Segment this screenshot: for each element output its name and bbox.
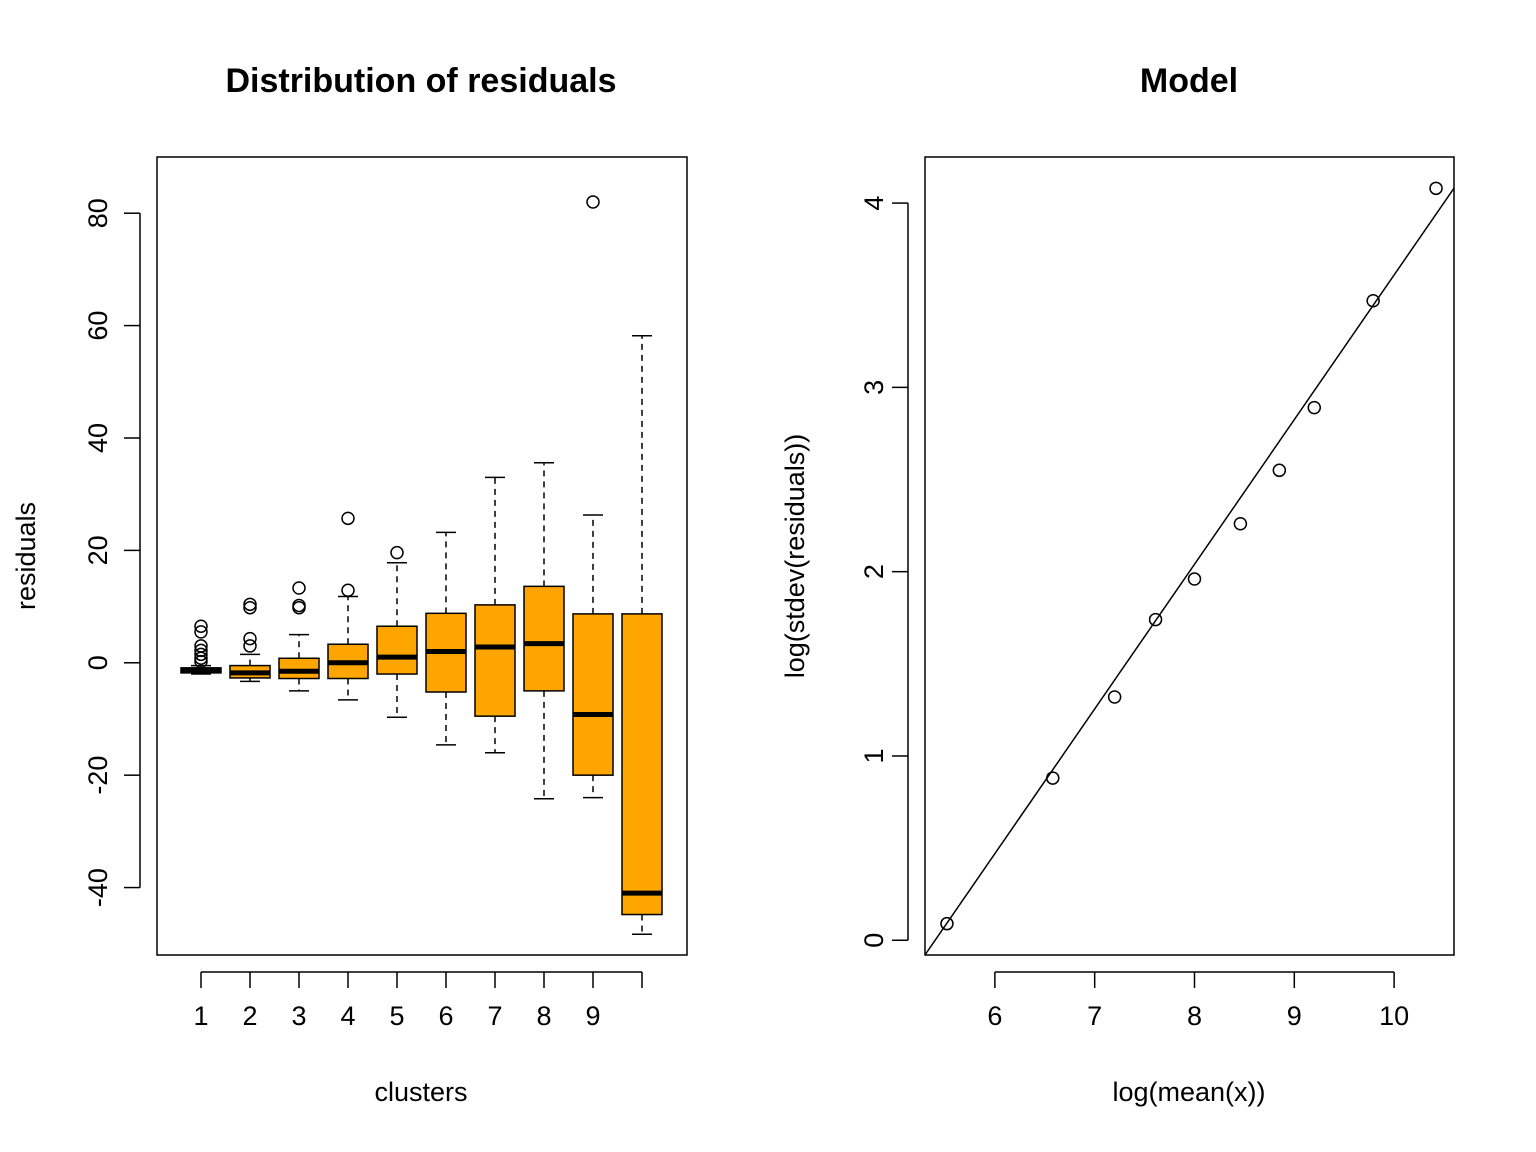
outlier-point bbox=[243, 597, 257, 612]
scatter-y-tick-label: 3 bbox=[859, 380, 889, 395]
scatter-x-tick-label: 6 bbox=[987, 1001, 1002, 1031]
outlier-point bbox=[243, 639, 257, 653]
scatter-x-tick-label: 8 bbox=[1187, 1001, 1202, 1031]
boxplot-x-tick-label: 3 bbox=[291, 1001, 306, 1031]
scatter-y-tick-label: 4 bbox=[859, 196, 889, 211]
scatter-y-axis-label: log(stdev(residuals)) bbox=[780, 434, 810, 679]
outlier-point bbox=[292, 581, 306, 595]
boxplot-box-8 bbox=[523, 461, 565, 800]
outlier-point bbox=[194, 654, 208, 669]
scatter-point bbox=[940, 916, 954, 931]
boxplot-box-5 bbox=[376, 545, 418, 719]
outlier-point bbox=[341, 583, 355, 598]
boxplot-x-tick-label: 5 bbox=[389, 1001, 404, 1031]
outlier-point bbox=[292, 598, 306, 613]
boxplot-x-tick-label: 1 bbox=[193, 1001, 208, 1031]
boxplot-y-tick-label: 60 bbox=[83, 311, 113, 341]
outlier-point bbox=[194, 639, 208, 653]
outlier-point bbox=[194, 619, 208, 633]
scatter-y-tick-label: 0 bbox=[859, 933, 889, 948]
boxplot-x-tick-label: 4 bbox=[340, 1001, 355, 1031]
scatter-point bbox=[1046, 771, 1060, 785]
scatter-point bbox=[1148, 612, 1163, 627]
boxplot-y-tick-label: -20 bbox=[83, 756, 113, 795]
outlier-point bbox=[390, 545, 404, 560]
boxplot-plot-frame bbox=[156, 156, 688, 956]
scatter-x-axis-label: log(mean(x)) bbox=[1112, 1077, 1265, 1107]
box-iqr bbox=[376, 625, 418, 675]
boxplot-box-6 bbox=[425, 531, 467, 746]
scatter-x-tick-label: 7 bbox=[1087, 1001, 1102, 1031]
boxplot-y-tick-label: 20 bbox=[83, 535, 113, 565]
scatter-point bbox=[1187, 572, 1202, 586]
boxplot-y-tick-label: 80 bbox=[83, 198, 113, 228]
scatter-point bbox=[1429, 181, 1443, 196]
scatter-point bbox=[1107, 690, 1122, 704]
outlier-point bbox=[586, 195, 600, 209]
boxplot-x-tick-label: 9 bbox=[585, 1001, 600, 1031]
boxplot-boxes bbox=[180, 195, 663, 935]
boxplot-y-tick-label: 0 bbox=[83, 655, 113, 670]
boxplot-x-tick-label: 2 bbox=[242, 1001, 257, 1031]
scatter-point bbox=[1366, 294, 1380, 308]
boxplot-x-axis-label: clusters bbox=[374, 1077, 467, 1107]
box-iqr bbox=[278, 657, 320, 680]
box-iqr bbox=[621, 613, 663, 916]
boxplot-box-10 bbox=[621, 334, 663, 935]
boxplot-axes: -40 -20 0 20 40 60 80 1 2 3 4 5 6 7 8 9 bbox=[83, 198, 643, 1031]
scatter-y-tick-label: 1 bbox=[859, 748, 889, 763]
scatter-plot-frame bbox=[924, 156, 1455, 956]
outlier-point bbox=[243, 600, 257, 615]
outlier-point bbox=[194, 625, 208, 639]
boxplot-box-7 bbox=[474, 476, 516, 754]
boxplot-y-axis-label: residuals bbox=[11, 502, 41, 610]
boxplot-box-9 bbox=[572, 195, 614, 799]
boxplot-x-tick-label: 7 bbox=[487, 1001, 502, 1031]
scatter-y-tick-label: 2 bbox=[859, 564, 889, 579]
outlier-point bbox=[243, 631, 257, 646]
scatter-point bbox=[1272, 463, 1287, 478]
boxplot-y-tick-label: 40 bbox=[83, 423, 113, 453]
boxplot-box-2 bbox=[229, 597, 271, 683]
box-iqr bbox=[523, 585, 565, 692]
boxplot-box-3 bbox=[278, 581, 320, 692]
boxplot-panel: Distribution of residuals clusters resid… bbox=[11, 62, 688, 1107]
box-iqr bbox=[474, 604, 516, 717]
boxplot-x-tick-label: 6 bbox=[438, 1001, 453, 1031]
boxplot-box-1 bbox=[180, 619, 222, 675]
scatter-x-tick-label: 10 bbox=[1379, 1001, 1409, 1031]
outlier-point bbox=[341, 511, 355, 526]
scatter-x-tick-label: 9 bbox=[1287, 1001, 1302, 1031]
boxplot-x-tick-label: 8 bbox=[536, 1001, 551, 1031]
box-iqr bbox=[572, 613, 614, 776]
scatter-axes: 6 7 8 9 10 0 1 2 3 4 bbox=[859, 196, 1409, 1031]
scatter-point bbox=[1307, 400, 1322, 415]
outlier-point bbox=[194, 643, 208, 658]
boxplot-y-tick-label: -40 bbox=[83, 868, 113, 907]
outlier-point bbox=[194, 647, 208, 662]
scatter-point bbox=[1233, 516, 1248, 531]
boxplot-title: Distribution of residuals bbox=[225, 62, 616, 100]
boxplot-box-4 bbox=[327, 511, 369, 701]
scatter-title: Model bbox=[1140, 62, 1238, 100]
scatter-plot-area bbox=[925, 181, 1454, 955]
scatter-panel: Model log(mean(x)) log(stdev(residuals))… bbox=[780, 62, 1455, 1107]
fit-line bbox=[925, 187, 1454, 955]
